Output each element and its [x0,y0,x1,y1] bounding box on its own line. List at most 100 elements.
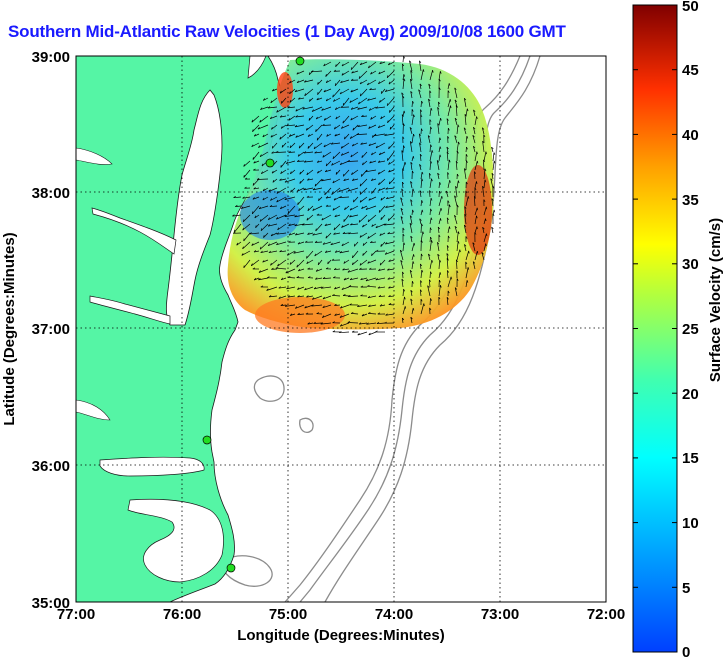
velocity-vector [315,223,323,232]
colorbar-ticks [633,4,677,588]
velocity-vector-head [252,197,255,200]
velocity-vector-head [482,185,485,189]
velocity-vector-head [289,262,292,265]
velocity-vector [384,250,395,255]
velocity-vector-head [438,101,441,105]
velocity-vector [335,250,341,253]
velocity-vector [410,290,413,297]
velocity-vector [307,142,314,149]
velocity-hotspot [255,297,345,333]
velocity-vector-head [400,216,403,219]
velocity-vector-head [429,173,431,176]
colorbar-tick-label: 20 [682,386,699,403]
velocity-vector [290,313,296,316]
velocity-vector [420,269,423,279]
velocity-vector [306,250,314,259]
velocity-vector-head [388,81,391,85]
velocity-vector-head [486,233,488,237]
velocity-vector-head [403,110,406,114]
velocity-vector-head [362,224,364,228]
velocity-vector-head [421,128,423,132]
velocity-vector [258,142,269,148]
velocity-vector-head [372,135,374,138]
velocity-vector-head [315,269,318,272]
velocity-vector-head [401,188,404,192]
velocity-vector-head [267,243,270,246]
velocity-vector [387,277,395,280]
velocity-vector [311,70,323,73]
velocity-vector [331,187,341,195]
velocity-vector-head [277,263,279,267]
velocity-vector-head [380,197,383,201]
velocity-vector [401,150,404,162]
velocity-vector [385,187,395,190]
velocity-vector-head [388,162,391,165]
velocity-vector-head [378,210,381,213]
velocity-vector [306,295,314,298]
velocity-vector [375,277,386,281]
velocity-vector-head [361,206,364,209]
velocity-vector-head [297,295,300,298]
velocity-vector-head [295,306,298,309]
velocity-vector [418,133,422,144]
velocity-vector [306,259,314,265]
velocity-vector-head [456,204,459,208]
velocity-vector-head [439,137,442,141]
x-tick-label: 72:00 [587,606,625,623]
velocity-vector [447,180,451,189]
velocity-vector-head [386,103,389,106]
velocity-vector-head [262,260,265,263]
velocity-vector-head [446,151,449,155]
velocity-vector-head [271,145,274,149]
velocity-vector-head [332,330,336,333]
velocity-vector [437,242,440,252]
velocity-vector [365,169,377,173]
velocity-vector-head [341,225,344,228]
velocity-vector-head [259,246,262,250]
velocity-vector [335,61,341,67]
velocity-vector-head [304,287,307,291]
velocity-vector [411,114,414,126]
velocity-vector-head [447,136,450,139]
velocity-vector-head [457,124,460,128]
velocity-vector [388,286,395,289]
velocity-vector-head [401,278,404,282]
velocity-vector-head [388,146,390,149]
velocity-vector [361,205,368,210]
velocity-vector [304,79,314,83]
velocity-vector-head [472,135,475,138]
velocity-vector-head [457,180,460,184]
velocity-vector [315,277,323,280]
velocity-vector-head [323,144,326,148]
velocity-vector [253,160,260,164]
velocity-vector-head [409,127,413,130]
velocity-vector-head [259,154,262,157]
velocity-vector-head [322,242,325,245]
velocity-vector-head [270,100,273,104]
velocity-vector [375,142,386,149]
velocity-vector [288,223,296,226]
velocity-vector [342,97,350,106]
velocity-vector-head [359,183,362,187]
velocity-vector-head [351,172,353,175]
y-tick-label: 35:00 [32,595,70,612]
velocity-vector [330,241,341,246]
velocity-vector [409,223,413,234]
velocity-vector [455,259,458,270]
velocity-vector [252,196,260,200]
velocity-vector [420,69,424,81]
velocity-vector-head [307,134,310,137]
velocity-vector [269,205,278,208]
velocity-vector-head [295,135,298,138]
velocity-vector [322,304,332,309]
velocity-vector [483,159,485,171]
velocity-vector [464,206,467,216]
velocity-vector [243,259,251,269]
velocity-vector-head [311,304,314,307]
velocity-vector [306,124,314,131]
velocity-vector-head [420,280,423,283]
velocity-vector-head [357,332,360,336]
velocity-vector-head [333,267,337,270]
velocity-vector-head [263,98,265,101]
velocity-vector [316,133,323,141]
